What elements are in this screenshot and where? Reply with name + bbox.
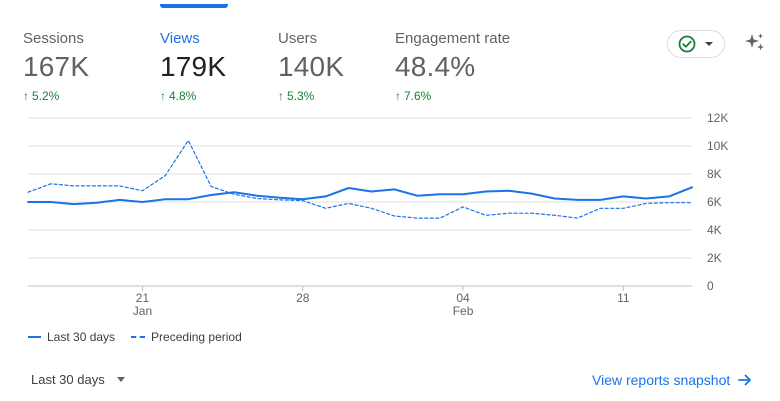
chart-legend: Last 30 days Preceding period — [28, 330, 242, 344]
metric-value: 48.4% — [395, 51, 476, 82]
metric-tab-engagement-rate[interactable]: Engagement rate 48.4% ↑ 7.6% — [395, 30, 510, 103]
metric-value: 140K — [278, 51, 345, 82]
legend-label-previous: Preceding period — [151, 330, 242, 344]
x-tick-label: 21 — [136, 291, 150, 305]
arrow-up-icon: ↑ — [395, 89, 401, 103]
data-status-dropdown[interactable] — [667, 30, 725, 58]
metric-delta-value: 5.3% — [287, 89, 315, 103]
metric-delta: ↑ 4.8% — [160, 89, 226, 103]
legend-label-current: Last 30 days — [47, 330, 116, 344]
active-tab-indicator — [160, 4, 228, 8]
metric-delta-value: 4.8% — [169, 89, 197, 103]
series-line-last-30-days — [27, 186, 693, 206]
x-tick-label: 11 — [617, 291, 630, 305]
metric-tab-views[interactable]: Views 179K ↑ 4.8% — [160, 30, 226, 103]
y-tick-label: 4K — [707, 223, 722, 237]
date-range-label: Last 30 days — [31, 372, 105, 387]
sparkle-icon[interactable] — [743, 31, 767, 60]
y-tick-label: 2K — [707, 251, 722, 265]
view-reports-snapshot-link[interactable]: View reports snapshot — [592, 372, 752, 388]
arrow-right-icon — [738, 374, 752, 386]
date-range-dropdown[interactable]: Last 30 days — [31, 372, 125, 387]
arrow-up-icon: ↑ — [278, 89, 284, 103]
arrow-up-icon: ↑ — [160, 89, 166, 103]
check-circle-icon — [678, 35, 696, 53]
x-tick-sublabel: Jan — [133, 304, 152, 318]
y-tick-label: 10K — [707, 139, 728, 153]
metric-value: 167K — [23, 51, 90, 82]
metric-delta-value: 7.6% — [404, 89, 432, 103]
metric-value: 179K — [160, 51, 227, 82]
metric-delta: ↑ 5.2% — [23, 89, 89, 103]
x-tick-sublabel: Feb — [453, 304, 474, 318]
series-line-preceding-period — [27, 139, 693, 219]
caret-down-icon — [705, 42, 713, 46]
metric-label: Engagement rate — [395, 30, 511, 47]
metric-delta: ↑ 5.3% — [278, 89, 344, 103]
x-tick-label: 28 — [296, 291, 310, 305]
metric-delta-value: 5.2% — [32, 89, 60, 103]
metric-tab-users[interactable]: Users 140K ↑ 5.3% — [278, 30, 344, 103]
metric-delta: ↑ 7.6% — [395, 89, 510, 103]
snapshot-link-label: View reports snapshot — [592, 372, 731, 388]
metric-label: Sessions — [23, 30, 84, 47]
arrow-up-icon: ↑ — [23, 89, 29, 103]
y-tick-label: 0 — [707, 279, 714, 293]
metric-label: Users — [278, 30, 318, 47]
metric-label: Views — [160, 30, 200, 47]
legend-swatch-current — [28, 336, 41, 338]
caret-down-icon — [116, 377, 125, 382]
legend-swatch-previous — [131, 336, 146, 338]
y-tick-label: 8K — [707, 167, 722, 181]
y-tick-label: 6K — [707, 195, 722, 209]
y-tick-label: 12K — [707, 111, 728, 125]
x-tick-label: 04 — [456, 291, 470, 305]
metric-tab-sessions[interactable]: Sessions 167K ↑ 5.2% — [23, 30, 89, 103]
